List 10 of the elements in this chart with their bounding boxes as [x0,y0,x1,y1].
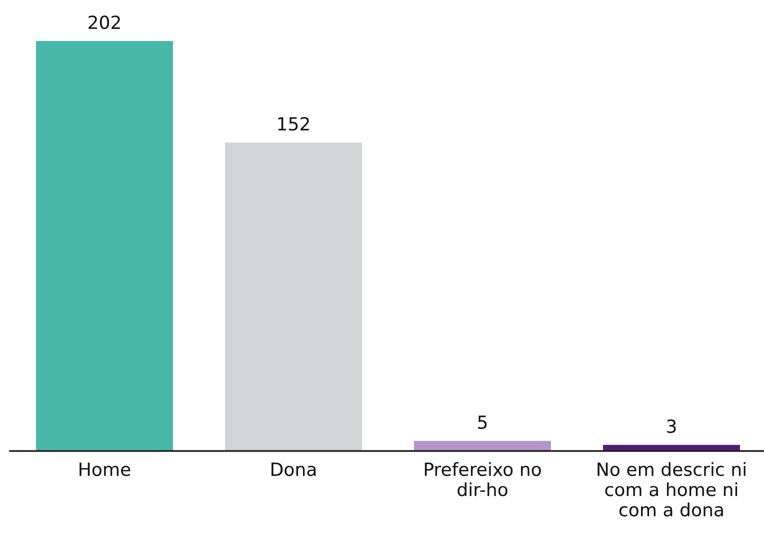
data-label: 152 [278,116,309,131]
bar [36,41,173,451]
x-tick-label: Dona [272,462,316,476]
x-tick-label: Prefereixo no dir-ho [424,462,541,496]
data-label: 3 [667,419,676,434]
x-tick-label: No em descric ni com a home ni com a dona [598,462,746,517]
data-label: 202 [88,16,120,30]
x-tick-label: Home [80,462,130,476]
bar [225,142,362,451]
data-label: 5 [478,416,487,430]
